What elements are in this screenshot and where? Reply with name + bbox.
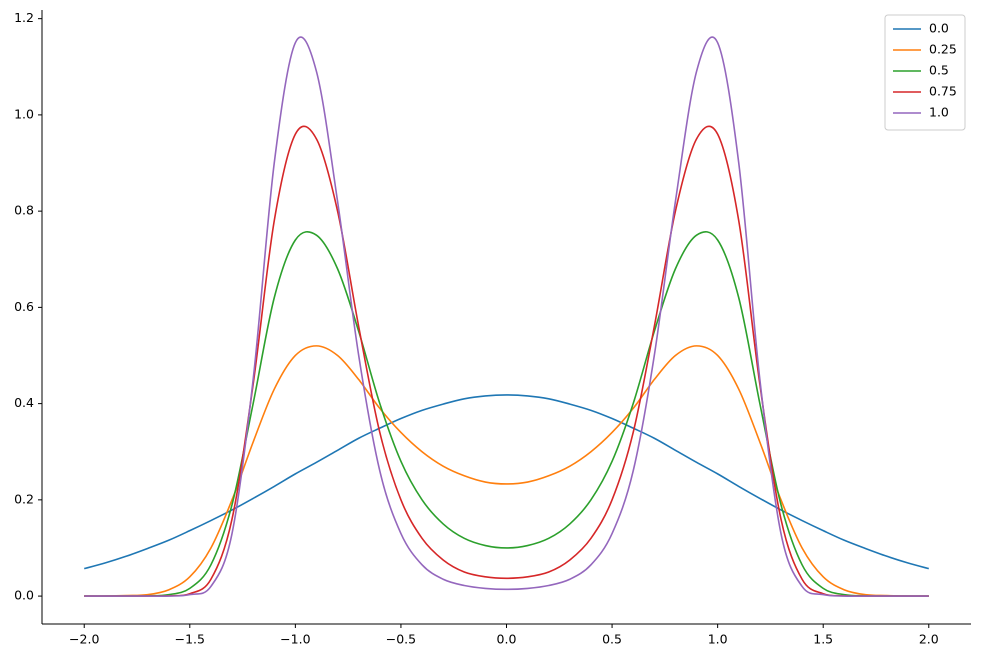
y-tick-label: 0.2: [14, 491, 34, 506]
x-tick-label: 1.5: [813, 632, 833, 647]
y-tick-label: 1.0: [14, 106, 34, 121]
y-tick-label: 0.8: [14, 203, 34, 218]
line-series: [84, 231, 929, 597]
legend-box: [884, 14, 966, 131]
x-tick-label: −2.0: [69, 632, 99, 647]
legend-label: 1.0: [929, 105, 949, 120]
line-series: [84, 36, 929, 597]
legend-label: 0.0: [929, 21, 949, 36]
line-series: [84, 394, 929, 570]
y-tick-label: 0.0: [14, 588, 34, 603]
x-tick-label: 0.5: [602, 632, 622, 647]
y-tick-label: 0.6: [14, 299, 34, 314]
x-tick-label: −1.5: [175, 632, 205, 647]
x-tick-label: −0.5: [386, 632, 416, 647]
y-tick-label: 0.4: [14, 395, 34, 410]
x-tick-label: 1.0: [708, 632, 728, 647]
line-series: [84, 345, 929, 597]
line-series: [84, 125, 929, 597]
y-tick-label: 1.2: [14, 10, 34, 25]
legend-label: 0.25: [929, 42, 957, 57]
x-tick-label: −1.0: [280, 632, 310, 647]
legend-label: 0.75: [929, 84, 957, 99]
legend-label: 0.5: [929, 63, 949, 78]
x-tick-label: 0.0: [497, 632, 517, 647]
x-tick-label: 2.0: [919, 632, 939, 647]
